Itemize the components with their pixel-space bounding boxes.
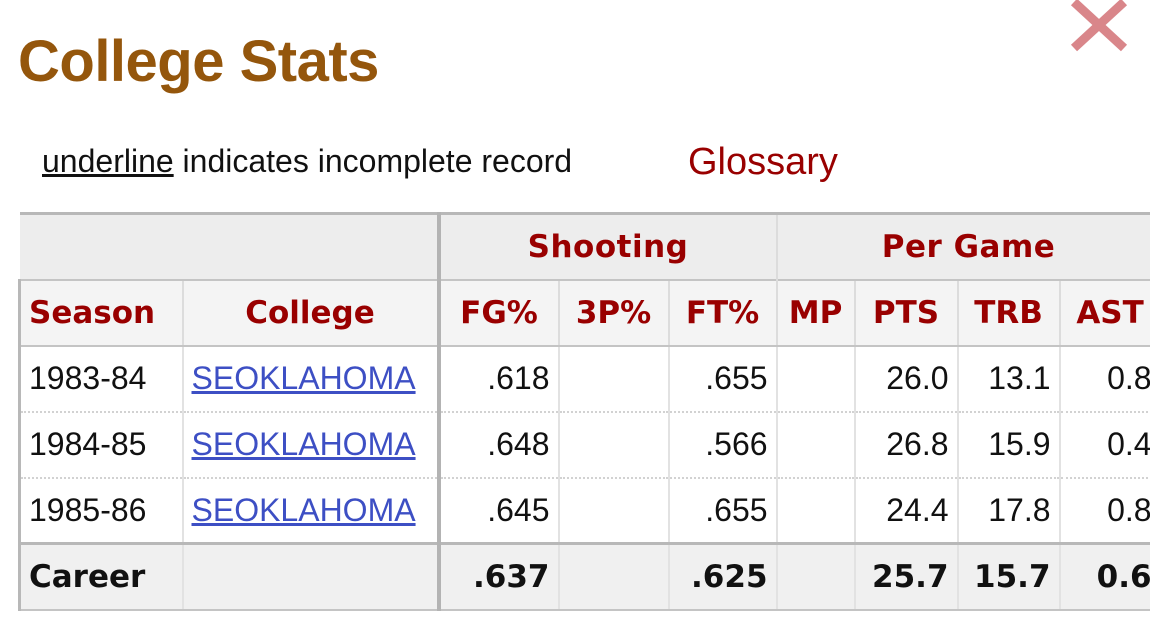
cell-college: SEOKLAHOMA (181, 477, 441, 545)
cell-ft-pct: .655 (667, 345, 777, 413)
legend-note: underline indicates incomplete record (42, 143, 572, 180)
cell-career-ft-pct: .625 (667, 542, 777, 611)
cell-college: SEOKLAHOMA (181, 411, 441, 479)
cell-mp (775, 477, 855, 545)
cell-ast: 0.4 (1058, 411, 1150, 479)
column-header-row: Season College FG% 3P% FT% MP PTS TRB AS… (18, 278, 1150, 347)
cell-ast: 0.8 (1058, 345, 1150, 413)
college-stats-table-container: Shooting Per Game Season College FG% 3P%… (18, 212, 1150, 612)
cell-ft-pct: .655 (667, 477, 777, 545)
cell-3p-pct (557, 477, 669, 545)
cell-trb: 13.1 (956, 345, 1060, 413)
cell-career-college (181, 542, 441, 611)
over-header-blank (19, 212, 441, 280)
cell-career-3p-pct (557, 542, 669, 611)
cell-career-fg-pct: .637 (437, 542, 559, 611)
cell-season: 1983-84 (18, 345, 183, 413)
cell-career-mp (775, 542, 855, 611)
college-stats-table: Shooting Per Game Season College FG% 3P%… (18, 212, 1150, 611)
cell-season: 1984-85 (18, 411, 183, 479)
over-header-per-game: Per Game (776, 212, 1150, 280)
cell-3p-pct (557, 345, 669, 413)
cell-college: SEOKLAHOMA (181, 345, 441, 413)
table-row: 1983-84 SEOKLAHOMA .618 .655 26.0 13.1 0… (18, 345, 1150, 413)
glossary-link[interactable]: Glossary (688, 141, 838, 183)
cell-mp (775, 345, 855, 413)
col-header-college[interactable]: College (181, 278, 441, 347)
col-header-trb[interactable]: TRB (956, 278, 1060, 347)
cell-mp (775, 411, 855, 479)
col-header-pts[interactable]: PTS (853, 278, 958, 347)
cell-career-ast: 0.6 (1058, 542, 1150, 611)
legend-underline-sample: underline (42, 143, 174, 179)
career-row: Career .637 .625 25.7 15.7 0.6 (18, 542, 1150, 611)
col-header-season[interactable]: Season (18, 278, 183, 347)
legend-text: indicates incomplete record (173, 143, 573, 179)
college-link[interactable]: SEOKLAHOMA (191, 491, 416, 528)
cell-fg-pct: .618 (437, 345, 559, 413)
table-row: 1984-85 SEOKLAHOMA .648 .566 26.8 15.9 0… (18, 411, 1150, 479)
close-icon[interactable] (1068, 0, 1130, 52)
cell-ft-pct: .566 (667, 411, 777, 479)
cell-trb: 17.8 (956, 477, 1060, 545)
cell-season: 1985-86 (18, 477, 183, 545)
cell-pts: 26.0 (853, 345, 958, 413)
cell-pts: 26.8 (853, 411, 958, 479)
col-header-3p-pct[interactable]: 3P% (557, 278, 669, 347)
college-link[interactable]: SEOKLAHOMA (191, 426, 416, 462)
col-header-fg-pct[interactable]: FG% (437, 278, 559, 347)
over-header-shooting: Shooting (438, 212, 778, 280)
col-header-ft-pct[interactable]: FT% (667, 278, 777, 347)
cell-trb: 15.9 (956, 411, 1060, 479)
cell-fg-pct: .645 (437, 477, 559, 545)
cell-career-trb: 15.7 (956, 542, 1060, 611)
cell-fg-pct: .648 (437, 411, 559, 479)
page-title: College Stats (18, 29, 379, 94)
cell-pts: 24.4 (853, 477, 958, 545)
cell-career-pts: 25.7 (853, 542, 958, 611)
table-row: 1985-86 SEOKLAHOMA .645 .655 24.4 17.8 0… (18, 477, 1150, 545)
college-link[interactable]: SEOKLAHOMA (191, 360, 416, 396)
col-header-mp[interactable]: MP (775, 278, 855, 347)
col-header-ast[interactable]: AST (1058, 278, 1150, 347)
over-header-row: Shooting Per Game (19, 212, 1150, 280)
cell-ast: 0.8 (1058, 477, 1150, 545)
cell-3p-pct (557, 411, 669, 479)
cell-career-label: Career (18, 542, 183, 611)
